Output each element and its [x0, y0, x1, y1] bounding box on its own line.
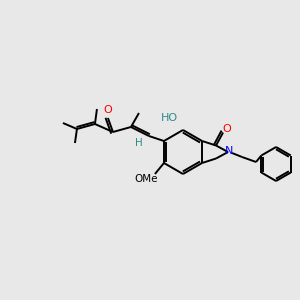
Text: N: N [225, 146, 233, 156]
Text: O: O [103, 105, 112, 115]
Text: O: O [223, 124, 231, 134]
Text: OMe: OMe [134, 174, 158, 184]
Text: H: H [135, 138, 143, 148]
Text: HO: HO [160, 113, 178, 123]
